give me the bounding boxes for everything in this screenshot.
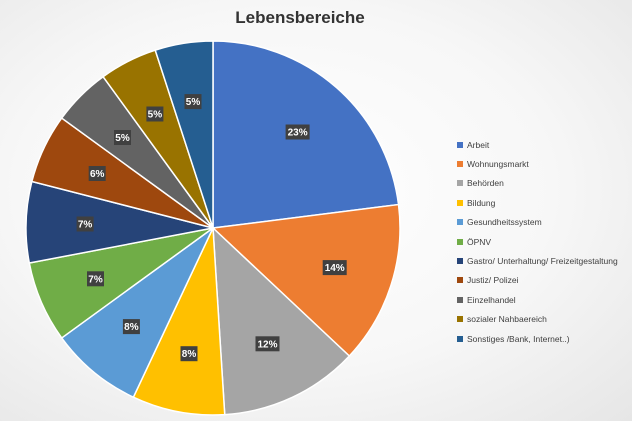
- data-label-text: 8%: [124, 322, 139, 333]
- legend-item: Gesundheitssystem: [457, 213, 618, 232]
- legend-label: Wohnungsmarkt: [467, 159, 529, 170]
- data-label: 6%: [88, 166, 106, 181]
- legend-item: Sonstiges /Bank, Internet..): [457, 329, 618, 348]
- legend-swatch: [457, 219, 463, 226]
- data-label: 8%: [180, 346, 198, 362]
- legend-swatch: [457, 199, 463, 206]
- legend-label: Arbeit: [467, 139, 490, 150]
- data-label-box: [285, 124, 310, 140]
- data-label-box: [322, 260, 347, 276]
- data-label-box: [76, 216, 94, 232]
- legend-label: Justiz/ Polizei: [467, 275, 519, 286]
- data-label-text: 7%: [88, 274, 103, 285]
- legend-item: ÖPNV: [457, 232, 618, 251]
- data-label-text: 8%: [182, 349, 197, 360]
- legend-item: sozialer Nahbaereich: [457, 310, 618, 329]
- data-label-text: 14%: [325, 263, 345, 274]
- legend-item: Behörden: [457, 174, 618, 193]
- data-label-box: [184, 94, 202, 110]
- legend-label: Sonstiges /Bank, Internet..): [467, 333, 570, 344]
- legend: Arbeit Wohnungsmarkt Behörden Bildung Gesund…: [457, 135, 618, 348]
- data-label-text: 5%: [186, 97, 201, 108]
- legend-swatch: [457, 316, 463, 323]
- legend-label: Gastro/ Unterhaltung/ Freizeitgestaltung: [467, 256, 618, 267]
- pie-slice: [154, 40, 214, 229]
- data-label-box: [122, 319, 140, 335]
- legend-item: Arbeit: [457, 135, 618, 154]
- legend-label: sozialer Nahbaereich: [467, 314, 547, 325]
- legend-swatch: [457, 258, 463, 265]
- data-label-text: 5%: [148, 110, 163, 121]
- data-label-text: 7%: [78, 220, 93, 231]
- data-label: 12%: [255, 336, 280, 352]
- legend-swatch: [457, 277, 463, 284]
- legend-label: Gesundheitssystem: [467, 217, 542, 228]
- legend-swatch: [457, 335, 463, 342]
- legend-item: Justiz/ Polizei: [457, 271, 618, 290]
- data-label-text: 6%: [90, 169, 105, 180]
- data-label: 14%: [322, 260, 347, 276]
- data-label: 23%: [285, 124, 310, 140]
- legend-label: Einzelhandel: [467, 294, 516, 305]
- legend-swatch: [457, 141, 463, 148]
- legend-label: Bildung: [467, 197, 496, 208]
- data-label-box: [255, 336, 280, 352]
- data-label-text: 23%: [288, 128, 308, 139]
- legend-item: Einzelhandel: [457, 290, 618, 309]
- data-label: 5%: [184, 94, 202, 110]
- data-label-box: [88, 166, 106, 181]
- legend-swatch: [457, 238, 463, 245]
- data-label-box: [114, 130, 131, 145]
- legend-label: ÖPNV: [467, 236, 492, 247]
- legend-item: Gastro/ Unterhaltung/ Freizeitgestaltung: [457, 251, 618, 270]
- data-label-text: 5%: [115, 133, 130, 144]
- data-label: 7%: [87, 271, 104, 287]
- chart-title: Lebensbereiche: [235, 8, 365, 27]
- data-label: 5%: [114, 130, 131, 145]
- data-label-box: [87, 271, 104, 287]
- legend-swatch: [457, 296, 463, 303]
- data-label-text: 12%: [257, 339, 277, 350]
- data-label: 8%: [122, 319, 140, 335]
- legend-swatch: [457, 161, 463, 168]
- legend-item: Bildung: [457, 193, 618, 212]
- pie-slice: [212, 226, 351, 416]
- data-label: 7%: [76, 216, 94, 232]
- legend-swatch: [457, 180, 463, 187]
- legend-item: Wohnungsmarkt: [457, 154, 618, 173]
- pie-slice: [60, 227, 214, 399]
- legend-label: Behörden: [467, 178, 504, 189]
- pie-slice: [132, 227, 226, 416]
- data-label: 5%: [146, 106, 164, 122]
- data-label-box: [180, 346, 198, 362]
- data-label-box: [146, 106, 164, 122]
- pie-slice: [211, 203, 401, 358]
